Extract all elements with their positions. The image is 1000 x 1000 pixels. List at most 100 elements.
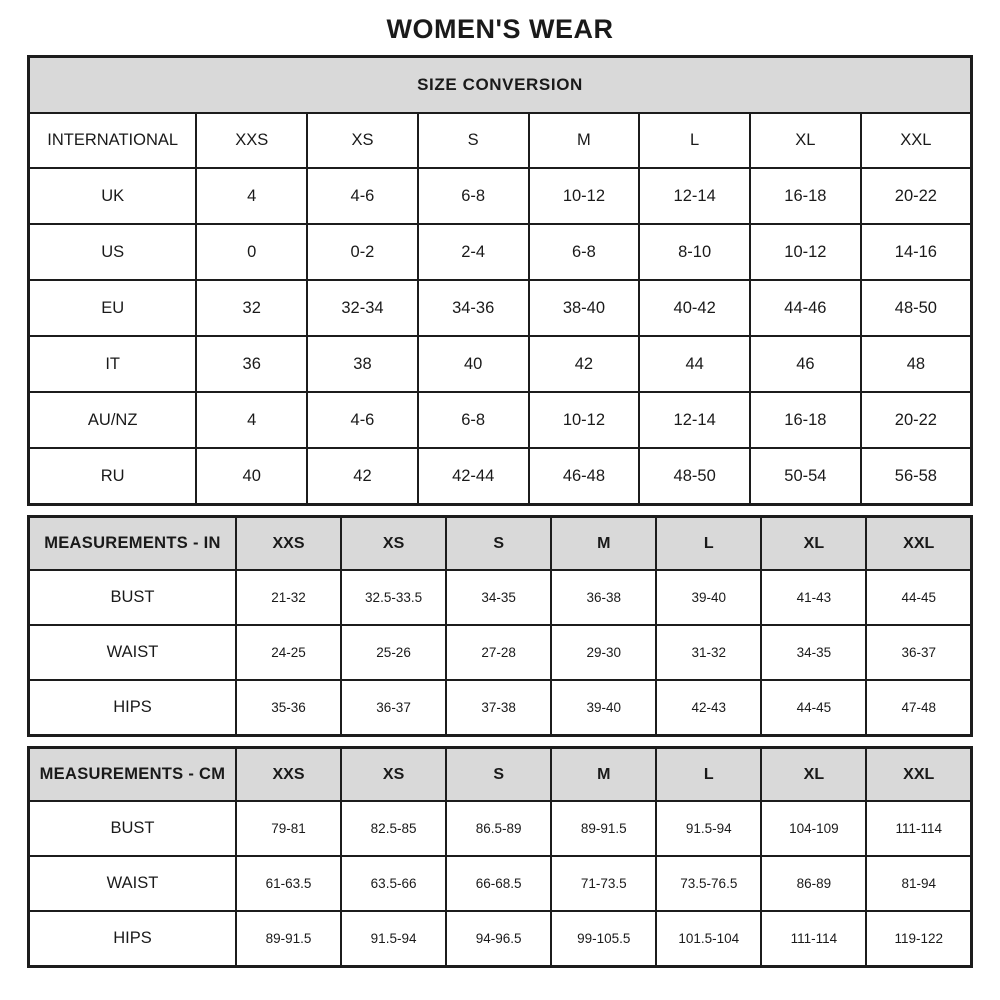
measurement-value-cell: 94-96.5: [445, 910, 553, 968]
size-value-cell: 8-10: [638, 223, 752, 281]
size-value-cell: 12-14: [638, 167, 752, 225]
size-conversion-banner-row: SIZE CONVERSION: [27, 55, 973, 114]
size-conversion-table: SIZE CONVERSION INTERNATIONAL XXS XS S M L XL X…: [27, 55, 973, 506]
size-value-cell: 4-6: [306, 167, 419, 225]
measurement-value-cell: 29-30: [550, 624, 658, 681]
measurement-header-size: L: [655, 746, 763, 802]
measurement-value-cell: 91.5-94: [655, 800, 763, 857]
size-value-cell: 42: [306, 447, 419, 506]
measurement-row: BUST 21-32 32.5-33.5 34-35 36-38 39-40 41-43 44…: [27, 569, 973, 626]
size-value-cell: 0-2: [306, 223, 419, 281]
conversion-header-international: INTERNATIONAL: [27, 112, 198, 169]
measurements-in-body: BUST 21-32 32.5-33.5 34-35 36-38 39-40 41-43 44…: [27, 569, 973, 737]
size-value-cell: 46: [749, 335, 862, 393]
conversion-row: AU/NZ 4 4-6 6-8 10-12 12-14 16-18 20-22: [27, 391, 973, 449]
size-value-cell: 40: [416, 335, 530, 393]
measurement-header-size: M: [550, 515, 658, 571]
measurement-value-cell: 66-68.5: [445, 855, 553, 912]
measurements-in-table: MEASUREMENTS - IN XXS XS S M L XL XXL BUST 21-3…: [27, 515, 973, 737]
size-value-cell: 32: [195, 279, 309, 337]
measurement-header-size: M: [550, 746, 658, 802]
measurement-value-cell: 82.5-85: [340, 800, 448, 857]
measurement-value-cell: 47-48: [865, 679, 973, 737]
measurement-row: HIPS 89-91.5 91.5-94 94-96.5 99-105.5 101.5-1…: [27, 910, 973, 968]
measurement-header-size: XS: [340, 746, 448, 802]
measurement-value-cell: 81-94: [865, 855, 973, 912]
conversion-row: EU 32 32-34 34-36 38-40 40-42 44-46 48-50: [27, 279, 973, 337]
size-value-cell: 56-58: [859, 447, 973, 506]
measurement-header-size: S: [445, 746, 553, 802]
measurements-in-header-row: MEASUREMENTS - IN XXS XS S M L XL XXL: [27, 515, 973, 571]
measurement-header-size: L: [655, 515, 763, 571]
conversion-header-size: XL: [749, 112, 862, 169]
measurement-value-cell: 44-45: [760, 679, 868, 737]
size-value-cell: 40: [195, 447, 309, 506]
measurement-value-cell: 71-73.5: [550, 855, 658, 912]
size-value-cell: 38-40: [527, 279, 641, 337]
measurement-value-cell: 44-45: [865, 569, 973, 626]
measurement-header-size: XL: [760, 515, 868, 571]
size-value-cell: 6-8: [527, 223, 641, 281]
size-value-cell: 2-4: [416, 223, 530, 281]
measurement-value-cell: 34-35: [760, 624, 868, 681]
measurements-cm-header-row: MEASUREMENTS - CM XXS XS S M L XL XXL: [27, 746, 973, 802]
measurement-value-cell: 89-91.5: [234, 910, 343, 968]
conversion-header-size: L: [638, 112, 752, 169]
measurement-value-cell: 42-43: [655, 679, 763, 737]
measurement-value-cell: 25-26: [340, 624, 448, 681]
measurement-header-size: XXS: [234, 515, 343, 571]
size-value-cell: 32-34: [306, 279, 419, 337]
measurements-in-title: MEASUREMENTS - IN: [27, 515, 237, 571]
size-value-cell: 10-12: [527, 167, 641, 225]
measurement-label: BUST: [27, 800, 237, 857]
measurement-value-cell: 39-40: [550, 679, 658, 737]
region-label: US: [27, 223, 198, 281]
size-value-cell: 0: [195, 223, 309, 281]
measurement-value-cell: 79-81: [234, 800, 343, 857]
page-title: WOMEN'S WEAR: [386, 14, 614, 44]
size-value-cell: 48-50: [859, 279, 973, 337]
measurement-value-cell: 32.5-33.5: [340, 569, 448, 626]
measurement-value-cell: 31-32: [655, 624, 763, 681]
measurement-value-cell: 73.5-76.5: [655, 855, 763, 912]
size-value-cell: 42: [527, 335, 641, 393]
conversion-header-size: XXS: [195, 112, 309, 169]
measurement-row: WAIST 24-25 25-26 27-28 29-30 31-32 34-35 36-37: [27, 624, 973, 681]
size-value-cell: 48: [859, 335, 973, 393]
measurement-value-cell: 41-43: [760, 569, 868, 626]
measurement-value-cell: 36-38: [550, 569, 658, 626]
measurements-cm-body: BUST 79-81 82.5-85 86.5-89 89-91.5 91.5-94 104…: [27, 800, 973, 968]
measurement-header-size: XXL: [865, 515, 973, 571]
size-value-cell: 4: [195, 167, 309, 225]
conversion-header-size: M: [527, 112, 641, 169]
measurement-value-cell: 111-114: [760, 910, 868, 968]
size-value-cell: 38: [306, 335, 419, 393]
conversion-row: IT 36 38 40 42 44 46 48: [27, 335, 973, 393]
size-value-cell: 14-16: [859, 223, 973, 281]
measurements-cm-title: MEASUREMENTS - CM: [27, 746, 237, 802]
measurement-value-cell: 39-40: [655, 569, 763, 626]
size-value-cell: 48-50: [638, 447, 752, 506]
size-value-cell: 50-54: [749, 447, 862, 506]
measurement-value-cell: 35-36: [234, 679, 343, 737]
size-value-cell: 6-8: [416, 167, 530, 225]
measurement-value-cell: 37-38: [445, 679, 553, 737]
size-value-cell: 36: [195, 335, 309, 393]
measurement-header-size: XL: [760, 746, 868, 802]
size-value-cell: 34-36: [416, 279, 530, 337]
size-conversion-title: SIZE CONVERSION: [27, 55, 973, 114]
measurement-value-cell: 21-32: [234, 569, 343, 626]
measurement-label: HIPS: [27, 910, 237, 968]
size-value-cell: 44-46: [749, 279, 862, 337]
measurement-value-cell: 36-37: [865, 624, 973, 681]
measurement-label: WAIST: [27, 855, 237, 912]
measurement-label: HIPS: [27, 679, 237, 737]
size-value-cell: 10-12: [749, 223, 862, 281]
measurement-value-cell: 104-109: [760, 800, 868, 857]
measurement-header-size: XXS: [234, 746, 343, 802]
size-value-cell: 44: [638, 335, 752, 393]
measurement-value-cell: 24-25: [234, 624, 343, 681]
measurement-header-size: XS: [340, 515, 448, 571]
measurement-header-size: S: [445, 515, 553, 571]
size-value-cell: 4: [195, 391, 309, 449]
